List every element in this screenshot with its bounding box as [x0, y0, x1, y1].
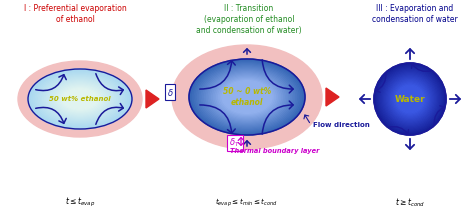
Ellipse shape	[215, 76, 279, 118]
Circle shape	[392, 81, 428, 117]
Circle shape	[386, 75, 434, 123]
Ellipse shape	[32, 71, 128, 127]
Ellipse shape	[219, 78, 275, 116]
Circle shape	[396, 85, 424, 113]
Ellipse shape	[201, 67, 293, 127]
Ellipse shape	[191, 60, 303, 134]
Circle shape	[375, 64, 445, 134]
Circle shape	[377, 66, 443, 132]
Ellipse shape	[18, 61, 142, 137]
Circle shape	[374, 63, 446, 135]
Circle shape	[376, 65, 444, 133]
Ellipse shape	[54, 84, 107, 114]
Ellipse shape	[37, 74, 123, 124]
Circle shape	[380, 69, 440, 129]
Ellipse shape	[35, 73, 125, 125]
Ellipse shape	[213, 75, 281, 119]
Circle shape	[383, 72, 437, 126]
Ellipse shape	[220, 79, 273, 115]
Ellipse shape	[217, 77, 277, 117]
Circle shape	[395, 84, 425, 114]
Ellipse shape	[208, 72, 286, 122]
Ellipse shape	[203, 68, 291, 126]
Circle shape	[379, 68, 441, 130]
Ellipse shape	[46, 79, 114, 118]
Ellipse shape	[189, 59, 305, 135]
Text: I : Preferential evaporation
of ethanol: I : Preferential evaporation of ethanol	[24, 4, 127, 24]
Ellipse shape	[200, 66, 294, 128]
Circle shape	[391, 79, 429, 119]
Text: 50 wt% ethanol: 50 wt% ethanol	[49, 96, 111, 102]
Text: II : Transition
(evaporation of ethanol
and condensation of water): II : Transition (evaporation of ethanol …	[196, 4, 302, 35]
Text: 50 ~ 0 wt%
ethanol: 50 ~ 0 wt% ethanol	[223, 87, 271, 107]
Ellipse shape	[172, 45, 322, 149]
Ellipse shape	[30, 70, 130, 128]
Ellipse shape	[59, 87, 101, 111]
Ellipse shape	[41, 76, 119, 122]
Circle shape	[387, 76, 433, 122]
Text: Flow direction: Flow direction	[313, 122, 370, 128]
Text: $\delta_T$: $\delta_T$	[229, 137, 240, 149]
Ellipse shape	[196, 64, 298, 130]
Ellipse shape	[34, 72, 127, 126]
Ellipse shape	[198, 65, 296, 129]
Circle shape	[384, 74, 436, 125]
Ellipse shape	[61, 88, 99, 110]
Ellipse shape	[55, 85, 105, 113]
Ellipse shape	[194, 62, 300, 132]
Ellipse shape	[222, 81, 272, 113]
Ellipse shape	[39, 75, 121, 123]
Text: Thermal boundary layer: Thermal boundary layer	[230, 148, 319, 154]
Ellipse shape	[48, 81, 112, 117]
Circle shape	[381, 70, 439, 128]
Text: $\delta$: $\delta$	[167, 87, 173, 97]
Ellipse shape	[205, 69, 289, 125]
Ellipse shape	[192, 61, 301, 133]
Circle shape	[394, 83, 426, 115]
Text: $t \leq t_{evap}$: $t \leq t_{evap}$	[65, 196, 95, 209]
Ellipse shape	[210, 73, 284, 121]
Text: Water: Water	[395, 94, 425, 104]
Ellipse shape	[43, 77, 118, 121]
Polygon shape	[326, 88, 339, 106]
Circle shape	[382, 71, 438, 127]
Ellipse shape	[52, 83, 109, 115]
Text: III : Evaporation and
condensation of water: III : Evaporation and condensation of wa…	[372, 4, 458, 24]
Ellipse shape	[211, 74, 283, 120]
Ellipse shape	[28, 69, 132, 129]
Ellipse shape	[57, 86, 103, 112]
Circle shape	[393, 82, 427, 116]
Polygon shape	[146, 90, 159, 108]
Text: $t_{evap} \leq t_{min} \leq t_{cond}$: $t_{evap} \leq t_{min} \leq t_{cond}$	[216, 197, 279, 209]
Circle shape	[389, 78, 431, 120]
Ellipse shape	[50, 82, 110, 116]
Ellipse shape	[63, 89, 98, 109]
Ellipse shape	[206, 70, 288, 124]
Text: $t \geq t_{cond}$: $t \geq t_{cond}$	[395, 197, 425, 209]
Circle shape	[388, 77, 432, 121]
Ellipse shape	[45, 79, 116, 120]
